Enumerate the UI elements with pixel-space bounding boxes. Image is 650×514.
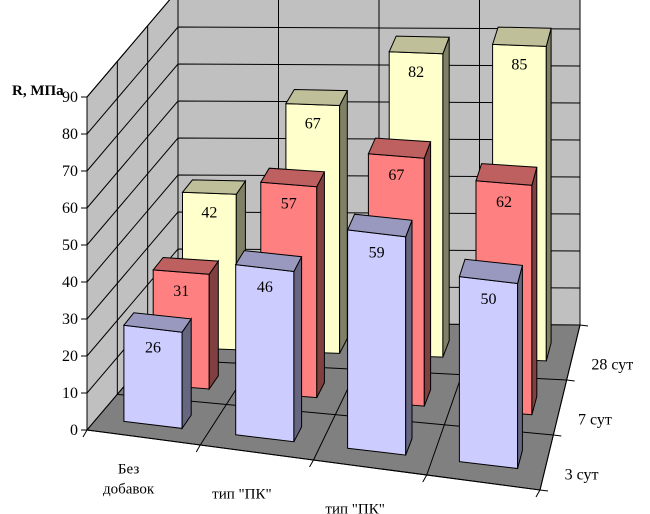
y-tick-label: 40 — [62, 274, 78, 291]
data-label: 57 — [281, 195, 297, 212]
data-label: 59 — [369, 244, 385, 261]
z-tick-mark — [539, 489, 549, 492]
bar-top-face — [367, 137, 432, 159]
y-tick-label: 60 — [62, 200, 78, 217]
bar-side-face — [208, 259, 219, 391]
z-axis-line — [539, 324, 581, 491]
bar-top-face — [475, 163, 538, 186]
data-label: 26 — [145, 340, 161, 357]
z-tick-mark — [566, 379, 575, 382]
bar-top-face — [152, 256, 220, 275]
bar-front-face — [347, 229, 407, 456]
y-tick-label: 90 — [62, 89, 78, 106]
y-tick-label: 50 — [62, 237, 78, 254]
bar-top-face — [181, 179, 247, 195]
x-tick-label: тип "ПК" — [325, 502, 384, 514]
data-label: 46 — [257, 279, 273, 296]
bar-top-face — [458, 258, 524, 285]
z-tick-mark — [579, 324, 589, 327]
bar-side-face — [423, 141, 432, 407]
bar-side-face — [405, 220, 413, 456]
bar-side-face — [293, 256, 303, 442]
bar-top-face — [388, 35, 450, 55]
y-tick-label: 30 — [62, 311, 78, 328]
bar-side-face — [545, 28, 552, 362]
bar: 26 — [122, 312, 193, 431]
y-tick-label: 80 — [62, 126, 78, 143]
series-label: 28 сут — [591, 357, 633, 374]
bar-side-face — [517, 265, 523, 469]
y-tick-label: 0 — [70, 422, 78, 439]
data-label: 67 — [305, 116, 321, 133]
bar-top-face — [285, 88, 349, 107]
bar: 46 — [234, 250, 303, 443]
data-label: 67 — [388, 167, 404, 184]
bar-side-face — [316, 171, 325, 398]
data-label: 42 — [201, 204, 217, 221]
bar-side-face — [339, 90, 348, 354]
bar: 50 — [458, 258, 524, 470]
data-label: 50 — [481, 291, 497, 308]
bar-top-face — [259, 167, 326, 188]
x-tick-mark — [82, 429, 88, 438]
bar-side-face — [181, 317, 192, 431]
x-tick-mark — [195, 444, 201, 453]
x-tick-mark — [309, 459, 314, 468]
data-label: 85 — [511, 56, 527, 73]
y-axis-label: R, МПа — [12, 83, 64, 99]
data-label: 31 — [173, 283, 189, 300]
bar-top-face — [234, 250, 303, 273]
y-tick-label: 10 — [62, 385, 78, 402]
y-tick-label: 70 — [62, 163, 78, 180]
x-tick-mark — [535, 489, 541, 498]
chart-bars: 42 67 82 85 31 57 67 62 26 46 59 50 — [122, 26, 552, 470]
bar-top-face — [491, 26, 552, 47]
data-label: 62 — [496, 194, 512, 211]
data-label: 82 — [408, 64, 424, 81]
x-tick-label: тип "ПК" — [212, 487, 271, 503]
x-tick-mark — [422, 474, 428, 483]
x-tick-label: Без добавок — [103, 462, 155, 498]
series-label: 7 сут — [578, 412, 612, 429]
y-tick-label: 20 — [62, 348, 78, 365]
bar-side-face — [531, 167, 538, 415]
bar-top-face — [346, 213, 413, 238]
series-label: 3 сут — [565, 467, 599, 484]
bar: 59 — [346, 213, 413, 456]
z-tick-mark — [553, 434, 562, 437]
chart-axes: 0 10 20 30 40 50 60 70 80 90 Без добавок тип "ПК" тип… — [62, 89, 633, 514]
bar-top-face — [122, 312, 193, 333]
bar-side-face — [442, 37, 450, 358]
